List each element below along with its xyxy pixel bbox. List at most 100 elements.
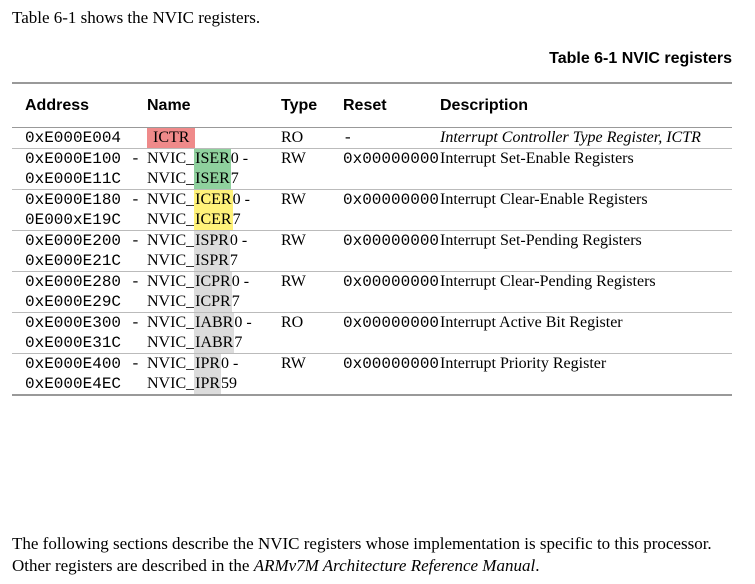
highlighted-name: ISPR [194, 251, 230, 271]
type: RW [281, 355, 306, 372]
highlighted-name: IPR [194, 354, 222, 374]
address-line: 0xE000E280 - [25, 273, 141, 291]
name-part: NVIC_ [147, 293, 195, 310]
name-line: NVIC_ISPR0 - [147, 231, 281, 251]
name-part: 0 - [230, 150, 249, 167]
name-part: NVIC_ [147, 252, 195, 269]
header-cell: Type [281, 82, 343, 128]
name-line: NVIC_IPR0 - [147, 354, 281, 374]
name-part: NVIC_ [147, 232, 195, 249]
highlighted-name: ICPR [194, 292, 232, 312]
name-part: NVIC_ [147, 314, 195, 331]
type: RW [281, 273, 306, 290]
address-cell: 0xE000E200 - 0xE000E21C [12, 230, 147, 272]
address-line: 0xE000E4EC [25, 375, 122, 393]
name-part: 0 - [232, 191, 250, 208]
name-line: NVIC_ICPR7 [147, 292, 281, 312]
highlighted-name: ICPR [194, 272, 232, 292]
description-cell: Interrupt Clear-Enable Registers [440, 189, 732, 231]
address-line: 0xE000E21C [25, 252, 122, 270]
address-line: 0xE000E31C [25, 334, 122, 352]
name-cell: ICTR [147, 127, 281, 149]
address-line: 0xE000E300 - [25, 314, 141, 332]
name-part: NVIC_ [147, 191, 195, 208]
name-line: NVIC_ISPR7 [147, 251, 281, 271]
name-part: NVIC_ [147, 170, 195, 187]
description-cell: Interrupt Active Bit Register [440, 312, 732, 354]
type: RW [281, 232, 306, 249]
name-cell: NVIC_IPR0 - NVIC_IPR59 [147, 353, 281, 396]
table-row: 0xE000E004 ICTR RO - Interrupt Controller Ty… [12, 127, 732, 149]
intro-text: Table 6-1 shows the NVIC registers. [12, 8, 261, 27]
reset-cell: - [343, 127, 440, 149]
highlighted-name: IABR [194, 313, 235, 333]
name-part: NVIC_ [147, 355, 195, 372]
name-part: NVIC_ [147, 375, 195, 392]
reset: - [343, 129, 353, 147]
highlighted-name: ICER [194, 210, 233, 230]
reset: 0x00000000 [343, 191, 440, 209]
description-cell: Interrupt Set-Pending Registers [440, 230, 732, 272]
address-line: 0xE000E400 - [25, 355, 141, 373]
highlighted-name: IABR [194, 333, 235, 353]
name-line: NVIC_ISER0 - [147, 149, 281, 169]
description-cell: Interrupt Clear-Pending Registers [440, 271, 732, 313]
name-cell: NVIC_ISPR0 - NVIC_ISPR7 [147, 230, 281, 272]
description: Interrupt Clear-Pending Registers [440, 273, 656, 290]
header-cell: Name [147, 82, 281, 128]
reset-cell: 0x00000000 [343, 312, 440, 354]
reset: 0x00000000 [343, 273, 440, 291]
address-line: 0xE000E200 - [25, 232, 141, 250]
description: Interrupt Clear-Enable Registers [440, 191, 648, 208]
address-line: 0xE000E100 - [25, 150, 141, 168]
name-line: NVIC_IPR59 [147, 374, 281, 394]
outro-text: The following sections describe the NVIC… [12, 533, 742, 577]
reset: 0x00000000 [343, 232, 440, 250]
address-cell: 0xE000E180 - 0E000xE19C [12, 189, 147, 231]
name-line: NVIC_ISER7 [147, 169, 281, 189]
name-line: ICTR [147, 128, 281, 148]
name-part: NVIC_ [147, 334, 195, 351]
name-part: 0 - [234, 314, 252, 331]
reset-cell: 0x00000000 [343, 148, 440, 190]
header-cell: Description [440, 82, 732, 128]
table-row: 0xE000E100 -0xE000E11C NVIC_ISER0 - NVIC_I… [12, 148, 732, 190]
name-part: 0 - [229, 232, 248, 249]
address-cell: 0xE000E004 [12, 127, 147, 149]
name-part: 0 - [231, 273, 250, 290]
outro-part: . [535, 556, 540, 575]
name-cell: NVIC_IABR0 - NVIC_IABR7 [147, 312, 281, 354]
description-cell: Interrupt Set-Enable Registers [440, 148, 732, 190]
name-part: NVIC_ [147, 211, 195, 228]
name-line: NVIC_ICPR0 - [147, 272, 281, 292]
name-part: 7 [232, 211, 241, 228]
highlighted-name: ICTR [147, 128, 196, 148]
name-part: 0 - [221, 355, 239, 372]
highlighted-name: ISER [194, 169, 231, 189]
type-cell: RW [281, 353, 343, 396]
register-table: Address Name Type Reset Description 0xE000E0… [12, 82, 732, 396]
description: Interrupt Set-Enable Registers [440, 150, 634, 167]
name-cell: NVIC_ICPR0 - NVIC_ICPR7 [147, 271, 281, 313]
type-cell: RW [281, 148, 343, 190]
type: RO [281, 314, 304, 331]
description: Interrupt Priority Register [440, 355, 607, 372]
table-row: 0xE000E300 -0xE000E31C NVIC_IABR0 - NVIC_I… [12, 312, 732, 354]
type-cell: RW [281, 230, 343, 272]
address-line: 0xE000E11C [25, 170, 122, 188]
address-cell: 0xE000E400 - 0xE000E4EC [12, 353, 147, 396]
reset-cell: 0x00000000 [343, 230, 440, 272]
type: RO [281, 129, 304, 146]
name-part: NVIC_ [147, 273, 195, 290]
name-line: NVIC_ICER0 - [147, 190, 281, 210]
table-row: 0xE000E400 -0xE000E4EC NVIC_IPR0 - NVIC_IP… [12, 353, 732, 396]
table-row: 0xE000E280 -0xE000E29C NVIC_ICPR0 - NVIC_I… [12, 271, 732, 313]
type-cell: RO [281, 312, 343, 354]
name-part: 7 [234, 334, 243, 351]
reset-cell: 0x00000000 [343, 271, 440, 313]
table-row: 0xE000E200 -0xE000E21C NVIC_ISPR0 - NVIC_I… [12, 230, 732, 272]
type: RW [281, 150, 306, 167]
header-cell: Reset [343, 82, 440, 128]
address-cell: 0xE000E300 - 0xE000E31C [12, 312, 147, 354]
